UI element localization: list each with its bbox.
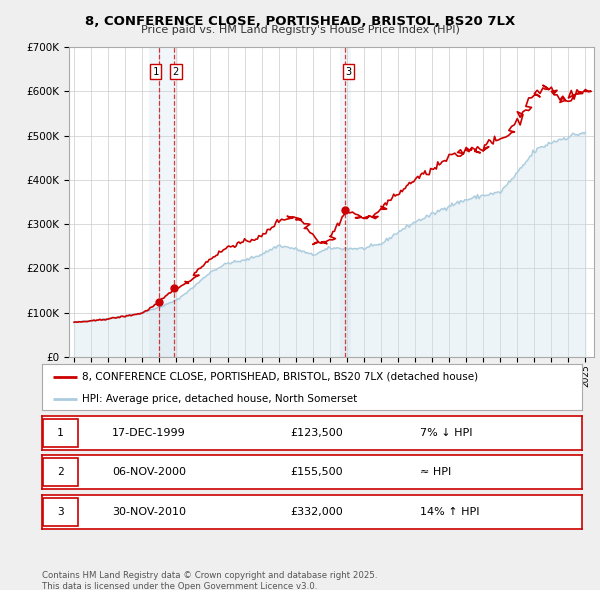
Text: 2: 2 [57, 467, 64, 477]
Text: 7% ↓ HPI: 7% ↓ HPI [420, 428, 473, 438]
FancyBboxPatch shape [43, 419, 78, 447]
Text: 17-DEC-1999: 17-DEC-1999 [112, 428, 186, 438]
Text: 3: 3 [346, 67, 352, 77]
Bar [149, 47, 178, 357]
Text: 30-NOV-2010: 30-NOV-2010 [112, 507, 186, 517]
Text: 1: 1 [57, 428, 64, 438]
Text: HPI: Average price, detached house, North Somerset: HPI: Average price, detached house, Nort… [83, 394, 358, 404]
Text: £155,500: £155,500 [290, 467, 343, 477]
Text: 3: 3 [57, 507, 64, 517]
Text: Price paid vs. HM Land Registry's House Price Index (HPI): Price paid vs. HM Land Registry's House … [140, 25, 460, 35]
Text: 8, CONFERENCE CLOSE, PORTISHEAD, BRISTOL, BS20 7LX: 8, CONFERENCE CLOSE, PORTISHEAD, BRISTOL… [85, 15, 515, 28]
Text: Contains HM Land Registry data © Crown copyright and database right 2025.
This d: Contains HM Land Registry data © Crown c… [42, 571, 377, 590]
Text: £123,500: £123,500 [290, 428, 343, 438]
Text: ≈ HPI: ≈ HPI [420, 467, 451, 477]
Text: 06-NOV-2000: 06-NOV-2000 [112, 467, 186, 477]
FancyBboxPatch shape [43, 458, 78, 486]
Text: 8, CONFERENCE CLOSE, PORTISHEAD, BRISTOL, BS20 7LX (detached house): 8, CONFERENCE CLOSE, PORTISHEAD, BRISTOL… [83, 372, 479, 382]
FancyBboxPatch shape [43, 498, 78, 526]
Text: £332,000: £332,000 [290, 507, 343, 517]
Bar [340, 47, 352, 357]
Text: 14% ↑ HPI: 14% ↑ HPI [420, 507, 479, 517]
Text: 1: 1 [152, 67, 159, 77]
Text: 2: 2 [173, 67, 179, 77]
